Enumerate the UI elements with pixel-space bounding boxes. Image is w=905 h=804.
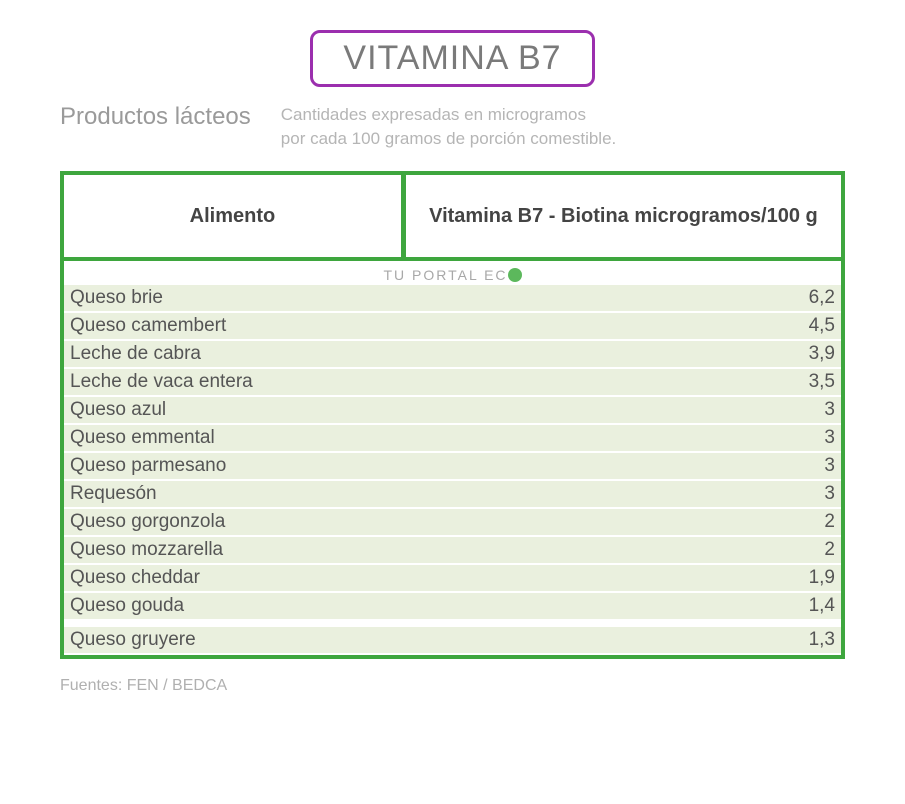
sources-label: Fuentes: FEN / BEDCA — [60, 677, 845, 695]
food-cell: Queso brie — [70, 287, 755, 309]
food-cell: Queso camembert — [70, 315, 755, 337]
food-cell: Requesón — [70, 483, 755, 505]
subtitle-line2: por cada 100 gramos de porción comestibl… — [281, 129, 616, 148]
table-row: Queso parmesano3 — [64, 453, 841, 479]
table-row: Queso brie6,2 — [64, 285, 841, 311]
value-cell: 3,9 — [755, 343, 835, 365]
table-row: Queso gruyere1,3 — [64, 627, 841, 653]
food-cell: Leche de vaca entera — [70, 371, 755, 393]
table-row: Queso gorgonzola2 — [64, 509, 841, 535]
subtitle-line1: Cantidades expresadas en microgramos — [281, 105, 586, 124]
food-cell: Queso emmental — [70, 427, 755, 449]
table-row: Queso mozzarella2 — [64, 537, 841, 563]
subtitle: Cantidades expresadas en microgramos por… — [281, 103, 845, 151]
value-cell: 3 — [755, 399, 835, 421]
watermark-text: TU PORTAL EC — [383, 267, 507, 283]
value-cell: 3 — [755, 455, 835, 477]
food-cell: Queso gouda — [70, 595, 755, 617]
food-cell: Queso parmesano — [70, 455, 755, 477]
value-cell: 4,5 — [755, 315, 835, 337]
value-cell: 3 — [755, 483, 835, 505]
table-row: Queso emmental3 — [64, 425, 841, 451]
table-body: Queso brie6,2Queso camembert4,5Leche de … — [64, 285, 841, 655]
value-cell: 6,2 — [755, 287, 835, 309]
globe-icon — [508, 268, 522, 282]
value-cell: 1,3 — [755, 629, 835, 651]
table-row: Queso azul3 — [64, 397, 841, 423]
food-cell: Queso mozzarella — [70, 539, 755, 561]
table-row: Leche de vaca entera3,5 — [64, 369, 841, 395]
table-row: Queso camembert4,5 — [64, 313, 841, 339]
value-cell: 2 — [755, 539, 835, 561]
value-cell: 3,5 — [755, 371, 835, 393]
value-cell: 1,9 — [755, 567, 835, 589]
food-cell: Leche de cabra — [70, 343, 755, 365]
food-cell: Queso gorgonzola — [70, 511, 755, 533]
watermark: TU PORTAL EC — [64, 261, 841, 285]
column-header-value: Vitamina B7 - Biotina microgramos/100 g — [406, 175, 841, 257]
data-table: Alimento Vitamina B7 - Biotina microgram… — [60, 171, 845, 659]
food-cell: Queso cheddar — [70, 567, 755, 589]
food-cell: Queso gruyere — [70, 629, 755, 651]
column-header-food: Alimento — [64, 175, 406, 257]
table-row: Requesón3 — [64, 481, 841, 507]
table-row: Leche de cabra3,9 — [64, 341, 841, 367]
category-label: Productos lácteos — [60, 103, 251, 131]
value-cell: 3 — [755, 427, 835, 449]
table-row: Queso gouda1,4 — [64, 593, 841, 619]
table-row: Queso cheddar1,9 — [64, 565, 841, 591]
value-cell: 2 — [755, 511, 835, 533]
value-cell: 1,4 — [755, 595, 835, 617]
food-cell: Queso azul — [70, 399, 755, 421]
page-title: VITAMINA B7 — [310, 30, 594, 87]
